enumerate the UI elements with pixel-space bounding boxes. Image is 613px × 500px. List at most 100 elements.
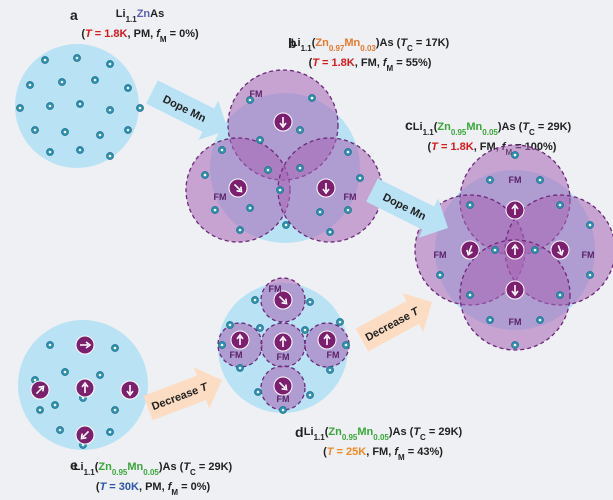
spin-arrow [81,381,89,393]
spin [322,183,330,195]
atom-core [108,154,112,158]
text-part: = 43%) [405,446,444,458]
fm-label: FM [327,350,340,360]
text-part: Zn [137,8,151,20]
text-part: f [394,446,399,458]
text-part: As [150,8,164,20]
atom-core [108,430,112,434]
atom-core [43,58,47,62]
atom-core [33,378,37,382]
text-part: = 29K) [426,426,463,438]
atom-core [346,208,350,212]
text-part: )As ( [389,426,414,438]
text-part: 0.97 [329,44,345,53]
atom-core [558,203,562,207]
text-part: 1.1 [84,468,96,477]
atom-core [588,223,592,227]
atom-core [113,346,117,350]
fm-label: FM [509,317,522,327]
text-part: C [420,433,426,442]
text-part: Li [116,8,126,20]
atom-core [248,98,252,102]
atom-core [310,96,314,100]
text-part: T [327,446,335,458]
atom-core [75,56,79,60]
text-part: ( [95,461,99,473]
atom-core [328,368,332,372]
text-part: )As ( [159,461,184,473]
atom-core [468,293,472,297]
spin-arrow [279,335,287,347]
atom-core [213,208,217,212]
text-part: ( [323,446,327,458]
atom-core [220,343,224,347]
text-part: Li [74,461,84,473]
atom-core [53,403,57,407]
panel-label: e [70,457,78,473]
text-part: = 1.8K [92,28,128,40]
conditions: (T = 30K, PM, fM = 0%) [96,481,211,497]
text-part: Zn [328,426,342,438]
text-part: Li [413,121,423,133]
atom-core [60,80,64,84]
spin [278,381,288,391]
spin [511,243,519,255]
atom-core [278,188,282,192]
formula: Li1.1(Zn0.95Mn0.05)As (TC = 29K) [304,426,463,442]
conditions: (T = 1.8K, PM, fM = 0%) [81,28,199,44]
atom-core [48,104,52,108]
text-part: 0.05 [373,433,389,442]
text-part: T [522,121,530,133]
atom-core [108,108,112,112]
fm-label: FM [277,394,290,404]
atom-core [18,106,22,110]
atom-core [513,343,517,347]
spin-arrow [557,245,564,256]
formula: Li1.1ZnAs [116,8,164,24]
formula: Li1.1(Zn0.97Mn0.03)As (TC = 17K) [291,37,450,53]
arrow-shape [143,367,223,421]
fm-label: FM [269,284,282,294]
panel-label: d [295,424,304,440]
atom-core [48,343,52,347]
text-part: 0.95 [342,433,358,442]
atom-core [93,78,97,82]
text-part: = 55%) [393,57,432,69]
spin-arrow [278,295,288,305]
atom-core [253,298,257,302]
atom-core [346,150,350,154]
atom-core [266,168,270,172]
spin-arrow [323,333,331,345]
atom-core [238,366,242,370]
atom-core [203,173,207,177]
text-part: f [156,28,161,40]
formula: Li1.1(Zn0.95Mn0.05)As (TC = 29K) [74,461,233,477]
text-part: , FM, [366,446,394,458]
fm-label: FM [434,250,447,260]
fm-label: FM [509,175,522,185]
atom-core [308,300,312,304]
atom-core [78,148,82,152]
atom-core [488,318,492,322]
text-part: T [413,426,421,438]
atom-core [138,106,142,110]
text-part: Mn [344,37,360,49]
text-part: ( [434,121,438,133]
arrow-shape [146,80,228,140]
spin [35,385,45,395]
atom-core [468,203,472,207]
text-part: Li [304,426,314,438]
process-arrow: Decrease T [355,293,433,352]
spin [233,183,243,193]
spin [80,430,90,440]
spin-arrow [278,381,288,391]
atom-core [126,86,130,90]
atom-core [328,230,332,234]
text-part: f [168,481,173,493]
text-part: = 30K [106,481,139,493]
spin [557,245,564,256]
text-part: ( [325,426,329,438]
text-part: 1.1 [314,433,326,442]
text-part: C [407,44,413,53]
